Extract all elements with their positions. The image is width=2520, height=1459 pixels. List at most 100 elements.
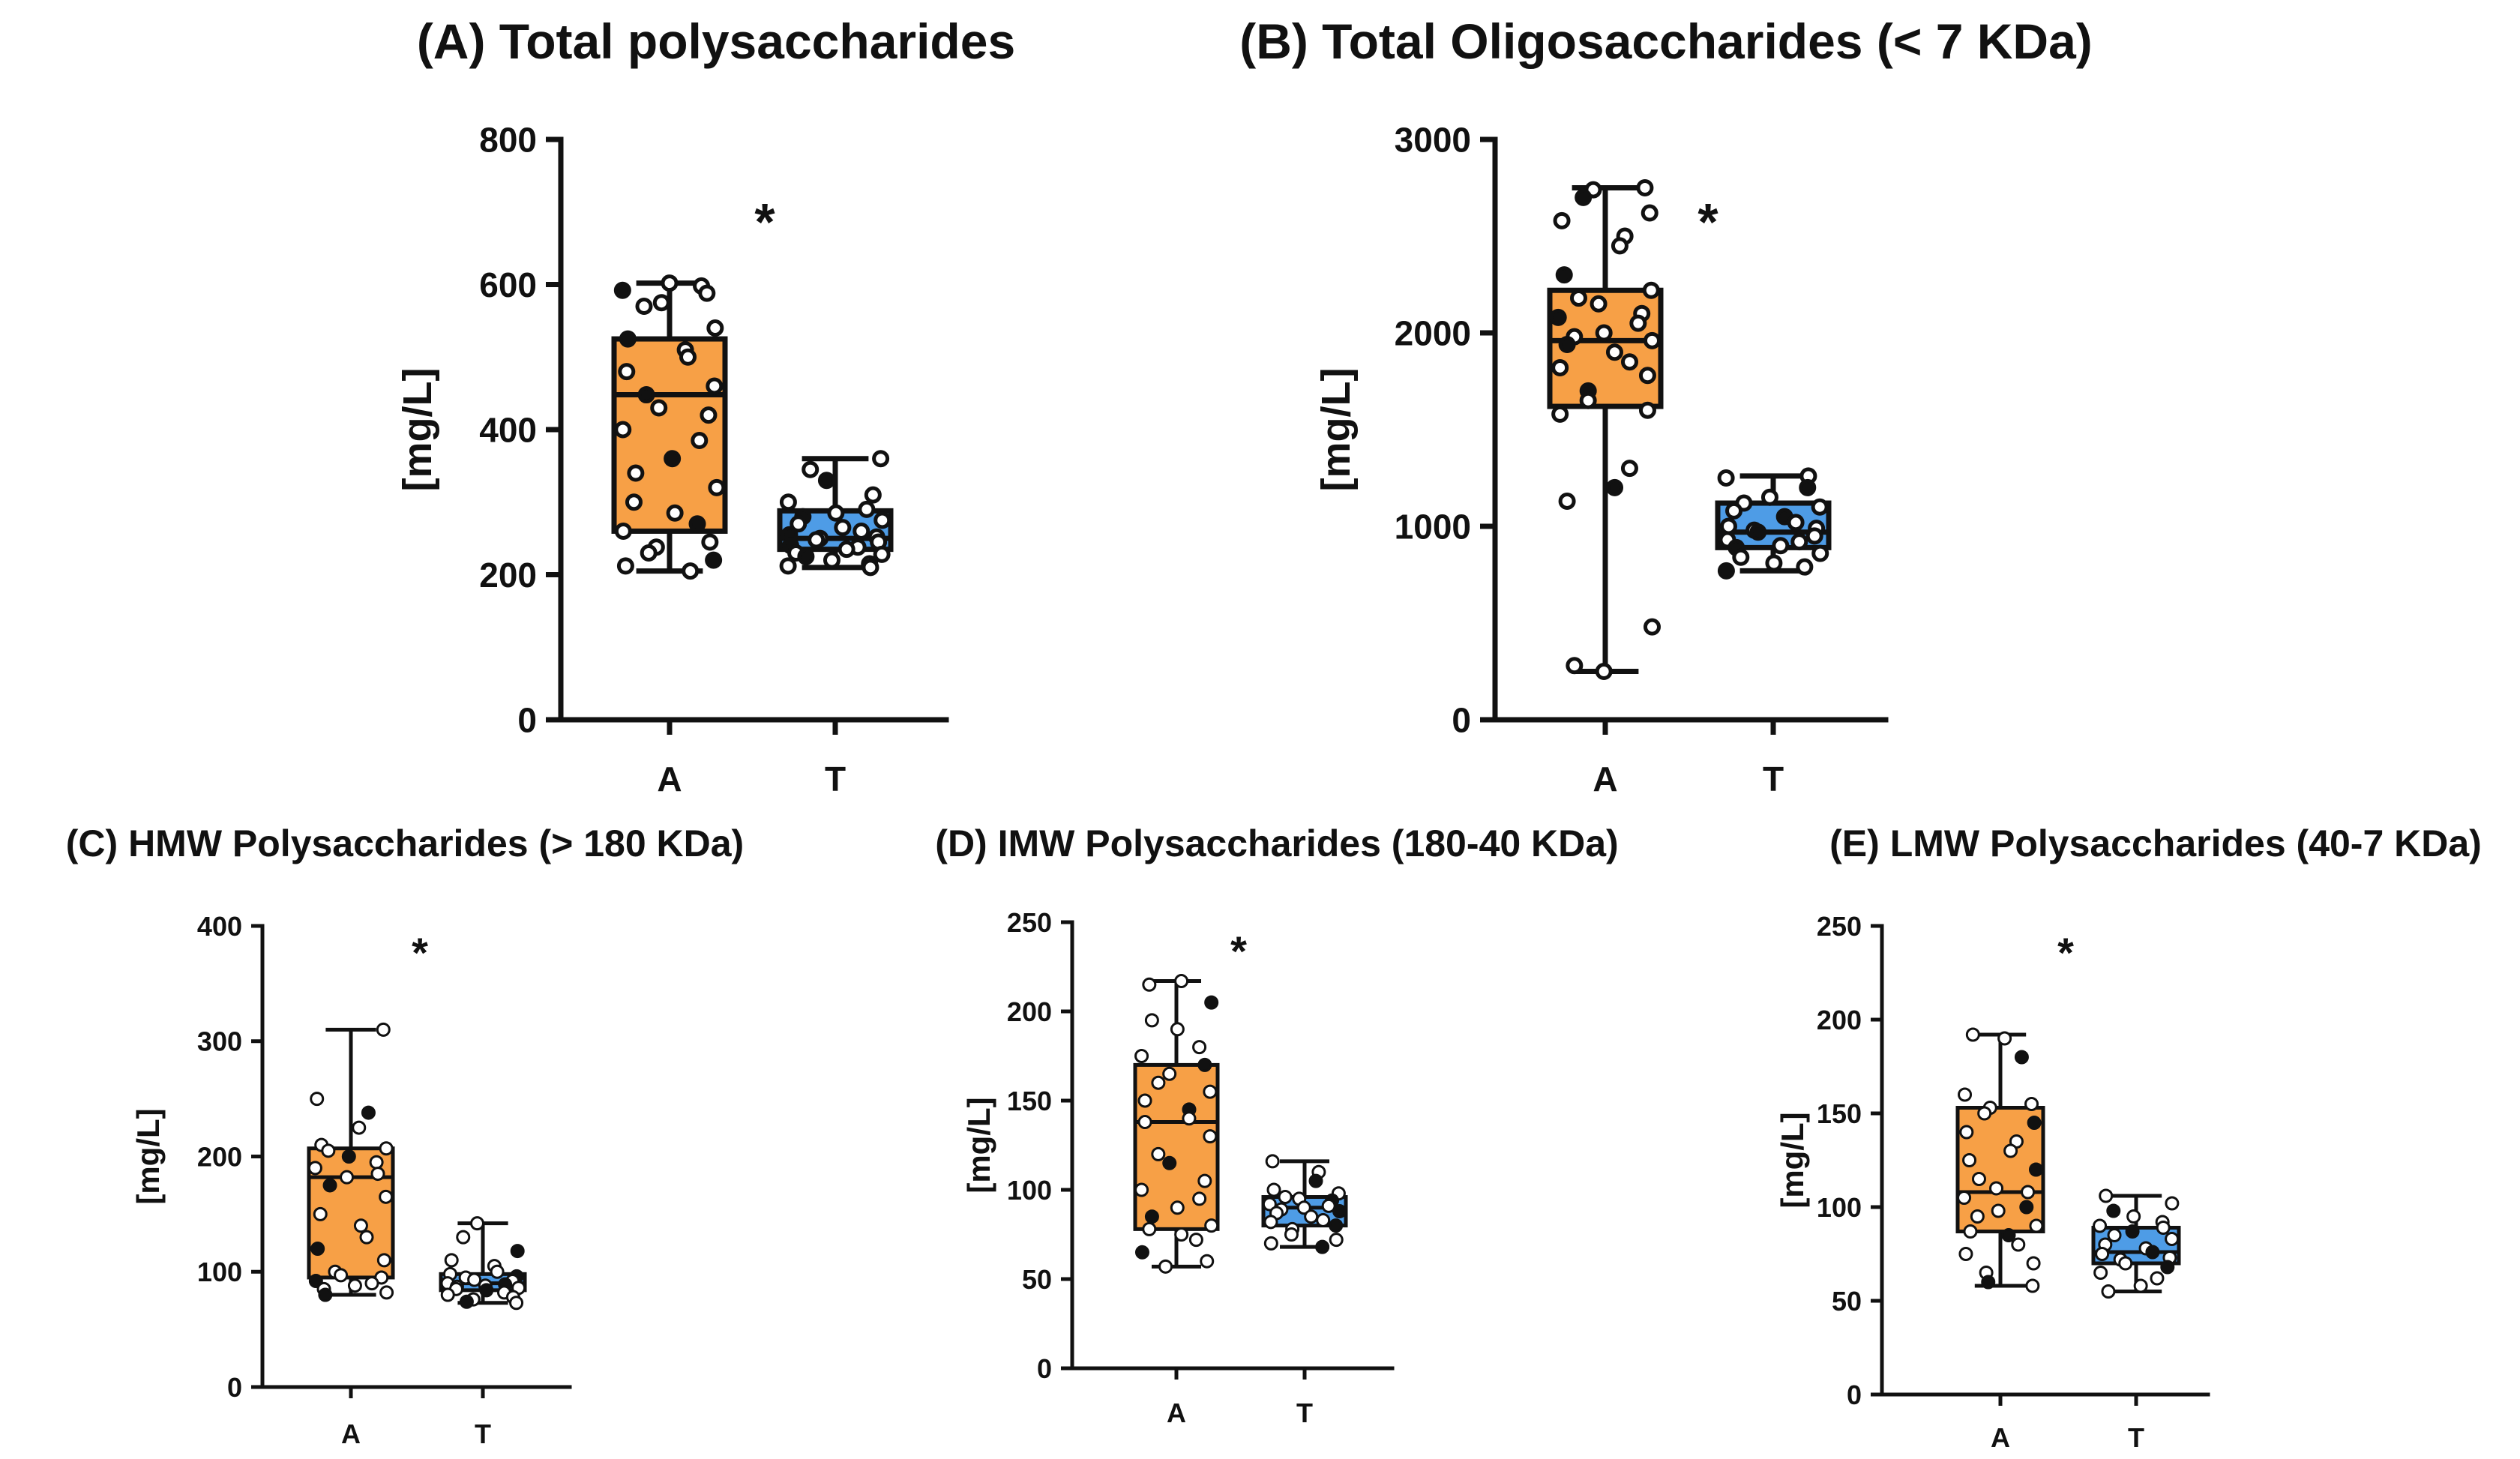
y-tick-label: 0 [1452,701,1471,740]
data-point [1555,266,1573,284]
y-tick-label: 600 [479,265,537,304]
box-group-A [1133,974,1220,1274]
data-point [334,1268,349,1283]
data-point [635,298,653,316]
data-point [708,478,726,496]
data-point [1174,1227,1189,1242]
data-point [1717,469,1735,487]
data-point [858,500,876,518]
data-point [1284,1227,1299,1242]
data-point [823,551,840,569]
data-point [1725,502,1743,520]
data-point [1151,1075,1166,1090]
data-point [456,1230,471,1245]
data-point [705,551,723,569]
data-point [340,1170,355,1185]
y-tick-label: 800 [479,121,537,160]
data-point [1558,335,1576,353]
y-tick-label: 200 [479,556,537,595]
data-point [2160,1260,2175,1275]
panel-title: (A) Total polysaccharides [417,13,1015,69]
data-point [1263,1236,1278,1251]
data-point [1638,401,1656,419]
data-point [1203,1084,1218,1099]
data-point [1182,1111,1197,1126]
y-tick-label: 50 [1832,1286,1862,1317]
data-point [379,1285,394,1300]
data-point [370,1167,385,1182]
data-point [1332,1204,1347,1219]
data-point [1308,1173,1323,1188]
y-tick-labels: 0 100 200 300 400 [197,911,242,1403]
data-point [2011,1237,2026,1252]
data-point [664,450,682,468]
data-point [1760,488,1778,506]
data-point [706,319,724,337]
x-tick-label: A [1167,1398,1186,1428]
y-tick-label: 200 [197,1141,242,1172]
data-point [614,421,632,439]
y-tick-label: 100 [1007,1175,1052,1206]
data-point [625,493,643,511]
data-point [873,511,891,529]
data-point [790,515,808,533]
y-tick-label: 150 [1007,1086,1052,1116]
y-tick-label: 400 [479,411,537,450]
data-point [1717,562,1735,580]
box-group-T [1261,1154,1348,1254]
data-point [1296,1200,1311,1215]
data-point [2025,1278,2040,1293]
data-point [616,557,634,575]
data-point [1765,554,1783,572]
data-point [614,522,632,540]
data-point [1962,1153,1977,1167]
data-point [1595,663,1613,680]
data-point [1620,353,1638,371]
x-tick-label: T [1296,1398,1313,1428]
plot-marks [1480,136,1889,735]
data-point [1551,358,1569,376]
data-point [2028,1162,2043,1177]
y-axis-label: [mg/L] [130,1108,166,1204]
data-point [1971,1172,1986,1186]
data-point [2150,1271,2165,1286]
data-point [1799,478,1817,496]
data-point [613,281,631,299]
data-point [364,1276,379,1291]
data-point [817,472,835,490]
data-point [864,486,882,504]
data-point [852,522,870,540]
data-point [1970,1209,1985,1224]
data-point [2029,1218,2044,1233]
y-tick-label: 400 [197,911,242,942]
data-point [318,1287,333,1302]
data-point [619,330,637,348]
x-tick-label: A [1991,1422,2010,1453]
panel-b: (B) Total Oligosaccharides (< 7 KDa) [mg… [1239,13,2093,798]
data-point [1203,1129,1218,1144]
data-point [1772,537,1790,555]
data-point [797,547,815,565]
box-group-A [307,1022,395,1302]
data-point [308,1274,323,1289]
y-axis-label: [mg/L] [1314,368,1359,492]
data-point [1643,331,1661,349]
data-point [1620,460,1638,478]
data-point [1321,1198,1336,1213]
data-point [1188,1233,1203,1248]
data-point [640,544,658,562]
data-point [1200,1254,1215,1269]
data-point [1304,1209,1319,1224]
data-point [1641,204,1659,222]
data-point [490,1264,505,1279]
data-point [341,1149,356,1164]
data-point [1134,1049,1149,1063]
data-point [440,1287,455,1302]
data-point [1569,289,1587,307]
data-point [1263,1215,1278,1230]
data-point [1790,533,1808,551]
panel-title: (B) Total Oligosaccharides (< 7 KDa) [1239,13,2093,69]
data-point [1989,1181,2004,1196]
data-point [379,1141,394,1156]
